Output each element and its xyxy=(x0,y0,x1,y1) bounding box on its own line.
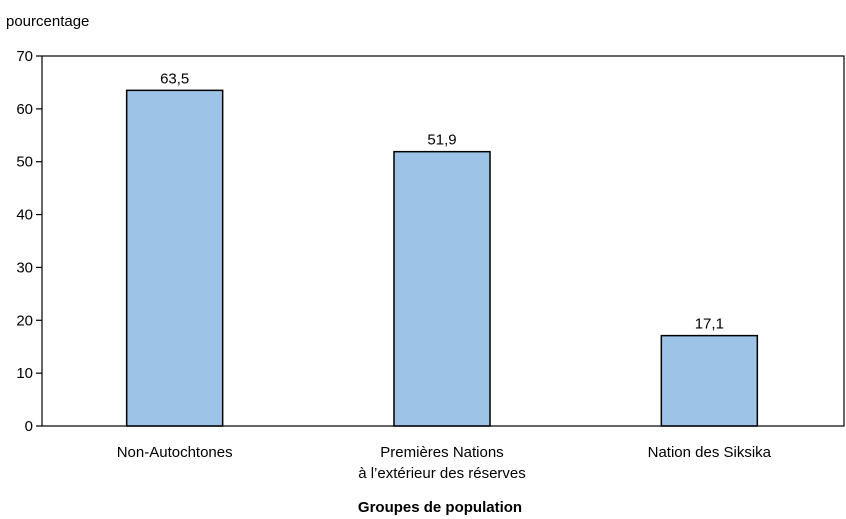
x-category-label: Non-Autochtones xyxy=(117,444,233,461)
bar xyxy=(660,334,759,427)
x-axis-category-labels: Non-Autochtones Premières Nations à l’exté… xyxy=(117,444,772,482)
y-tick-label: 70 xyxy=(16,48,33,65)
x-category-label: Premières Nations xyxy=(380,444,503,461)
y-axis-ticks: 0 10 20 30 40 50 60 70 xyxy=(16,48,42,435)
y-tick-label: 20 xyxy=(16,312,33,329)
bar-value-label: 63,5 xyxy=(160,70,189,87)
y-tick-label: 50 xyxy=(16,154,33,171)
bar-value-label: 51,9 xyxy=(427,132,456,149)
x-category-label: Nation des Siksika xyxy=(648,444,772,461)
bar xyxy=(393,150,491,427)
y-tick-label: 30 xyxy=(16,259,33,276)
y-tick-label: 0 xyxy=(25,418,33,435)
bars xyxy=(125,89,759,427)
bar-value-labels: 63,5 51,9 17,1 xyxy=(160,70,724,332)
x-axis-title: Groupes de population xyxy=(358,499,522,516)
y-tick-label: 10 xyxy=(16,365,33,382)
bar xyxy=(125,89,224,427)
y-tick-label: 40 xyxy=(16,207,33,224)
bar-value-label: 17,1 xyxy=(695,316,724,333)
y-tick-label: 60 xyxy=(16,101,33,118)
x-category-label: à l’extérieur des réserves xyxy=(358,465,526,482)
plot-frame xyxy=(41,55,845,427)
y-axis-title: pourcentage xyxy=(6,13,89,30)
